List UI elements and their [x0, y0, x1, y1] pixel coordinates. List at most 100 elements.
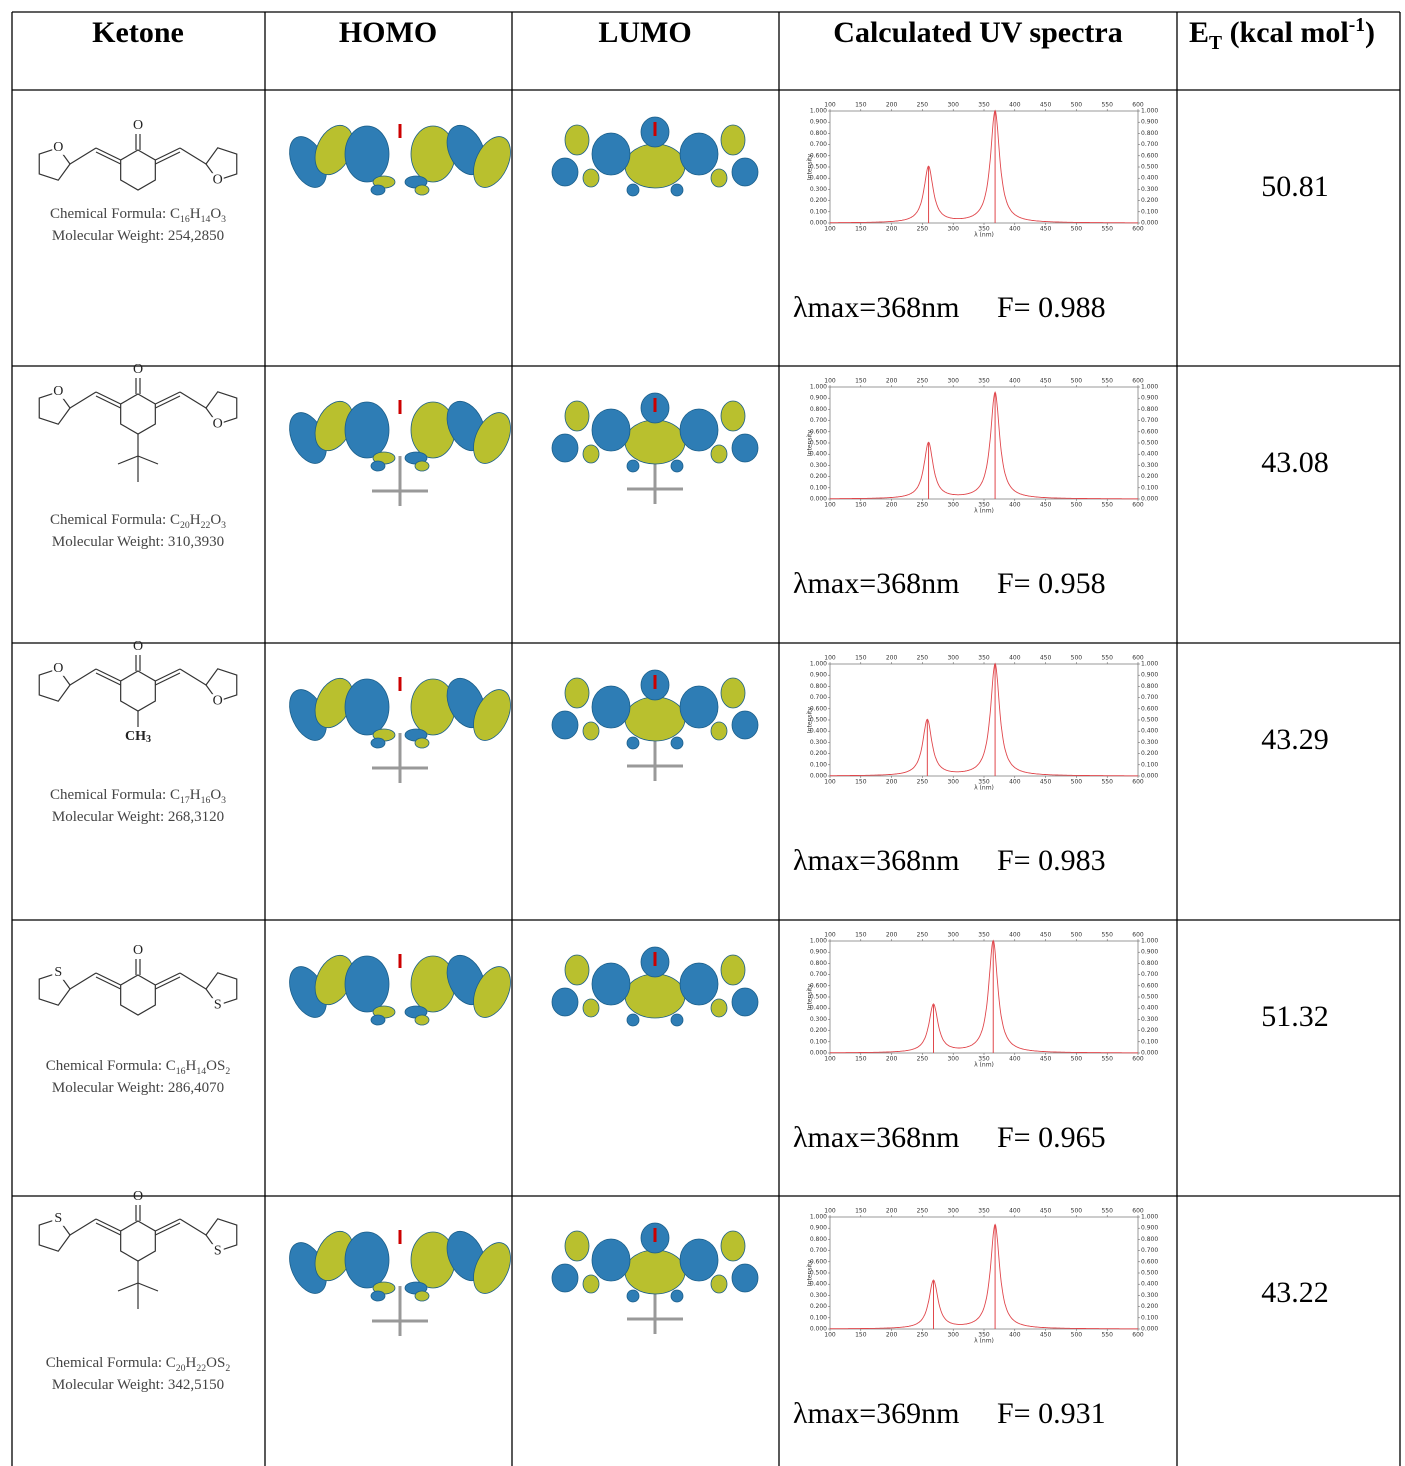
formula-part: O: [210, 512, 221, 528]
x-tick-label: 150: [855, 655, 867, 662]
y-tick-label: 0.800: [1141, 130, 1158, 137]
x-tick-label: 450: [1040, 779, 1052, 786]
molecule: OOO: [39, 118, 237, 190]
plot-frame: [830, 387, 1138, 499]
x-tick-label: 600: [1132, 226, 1144, 233]
y-tick-label: 0.700: [810, 971, 827, 978]
y-tick-label: 0.500: [1141, 164, 1158, 171]
x-tick-label: 400: [1009, 102, 1021, 109]
lobe: [680, 133, 718, 175]
lobe: [625, 1250, 685, 1294]
x-tick-label: 400: [1009, 378, 1021, 385]
lobe: [680, 1239, 718, 1281]
y-tick-label: 0.400: [1141, 451, 1158, 458]
bond: [180, 1219, 206, 1235]
x-tick-label: 200: [886, 102, 898, 109]
lobe: [671, 1014, 683, 1026]
plot-frame: [830, 941, 1138, 1053]
y-tick-label: 0.100: [810, 1314, 827, 1321]
lobe: [732, 158, 758, 186]
plot-frame: [830, 664, 1138, 776]
homo-orbital: [282, 672, 518, 783]
lobe: [371, 1291, 385, 1301]
chemical-formula: Chemical Formula: C16H14OS2: [46, 1059, 230, 1074]
uv-spectrum: 1001001501502002002502503003003503504004…: [807, 1208, 1159, 1345]
x-tick-label: 250: [917, 1332, 929, 1339]
y-tick-label: 0.600: [1141, 1258, 1158, 1265]
spectrum-envelope: [830, 941, 1138, 1053]
bond: [70, 669, 96, 685]
homo-orbital: [282, 119, 518, 195]
y-tick-label: 0.300: [1141, 739, 1158, 746]
lambda-max: λmax=369nm: [793, 1399, 959, 1429]
chemical-formula: Chemical Formula: C20H22O3: [50, 513, 226, 528]
atom-label: O: [213, 693, 223, 708]
lumo-orbital: [552, 947, 758, 1026]
x-tick-label: 100: [824, 1332, 836, 1339]
y-tick-label: 0.800: [1141, 1236, 1158, 1243]
lobe: [671, 184, 683, 196]
x-axis-label: λ (nm): [974, 508, 994, 515]
formula-part: H: [190, 787, 201, 803]
lobe: [583, 1275, 599, 1293]
ring: [121, 1221, 156, 1261]
y-axis-label: Intensity: [807, 706, 814, 733]
lambda-max: λmax=368nm: [793, 293, 959, 323]
lobe: [415, 185, 429, 195]
lobe: [583, 722, 599, 740]
y-tick-label: 1.000: [810, 1214, 827, 1221]
header-part: -1: [1349, 15, 1365, 36]
lumo-orbital: [552, 670, 758, 781]
y-tick-label: 0.900: [810, 395, 827, 402]
x-tick-label: 350: [978, 1208, 990, 1215]
atom-label: O: [53, 140, 63, 155]
x-tick-label: 450: [1040, 1332, 1052, 1339]
atom-label: O: [133, 1189, 143, 1204]
x-tick-label: 100: [824, 779, 836, 786]
spectrum-envelope: [830, 111, 1138, 223]
lobe: [415, 1291, 429, 1301]
y-tick-label: 0.300: [1141, 1016, 1158, 1023]
y-tick-label: 1.000: [810, 938, 827, 945]
plot-frame: [830, 1217, 1138, 1329]
x-tick-label: 150: [855, 779, 867, 786]
lumo-orbital: [552, 117, 758, 196]
formula-part: 16: [201, 795, 211, 806]
y-tick-label: 0.700: [1141, 694, 1158, 701]
formula-part: 2: [225, 1363, 230, 1374]
formula-part: C: [170, 512, 180, 528]
lobe: [552, 988, 578, 1016]
atom-label: S: [54, 965, 62, 980]
header-part: ): [1365, 16, 1375, 49]
x-axis-label: λ (nm): [974, 1338, 994, 1345]
lobe: [627, 737, 639, 749]
homo-orbital: [282, 395, 518, 506]
x-tick-label: 200: [886, 655, 898, 662]
lobe: [592, 1239, 630, 1281]
y-tick-label: 0.300: [810, 462, 827, 469]
x-tick-label: 550: [1101, 1332, 1113, 1339]
x-axis-label: λ (nm): [974, 232, 994, 239]
x-tick-label: 450: [1040, 226, 1052, 233]
atom-label: O: [133, 639, 143, 654]
lobe: [583, 999, 599, 1017]
molecular-weight: Molecular Weight: 310,3930: [52, 535, 224, 550]
x-tick-label: 450: [1040, 378, 1052, 385]
y-tick-label: 0.100: [810, 484, 827, 491]
y-tick-label: 0.200: [1141, 1027, 1158, 1034]
uv-spectrum: 1001001501502002002502503003003503504004…: [807, 655, 1159, 792]
lobe: [552, 1264, 578, 1292]
x-tick-label: 250: [917, 1208, 929, 1215]
lobe: [345, 956, 389, 1012]
lobe: [671, 1290, 683, 1302]
bond: [180, 392, 206, 408]
x-tick-label: 450: [1040, 502, 1052, 509]
x-tick-label: 150: [855, 226, 867, 233]
lobe: [732, 988, 758, 1016]
bond: [70, 392, 96, 408]
formula-part: C: [170, 787, 180, 803]
x-tick-label: 400: [1009, 502, 1021, 509]
y-axis-label: Intensity: [807, 153, 814, 180]
x-tick-label: 100: [824, 1056, 836, 1063]
